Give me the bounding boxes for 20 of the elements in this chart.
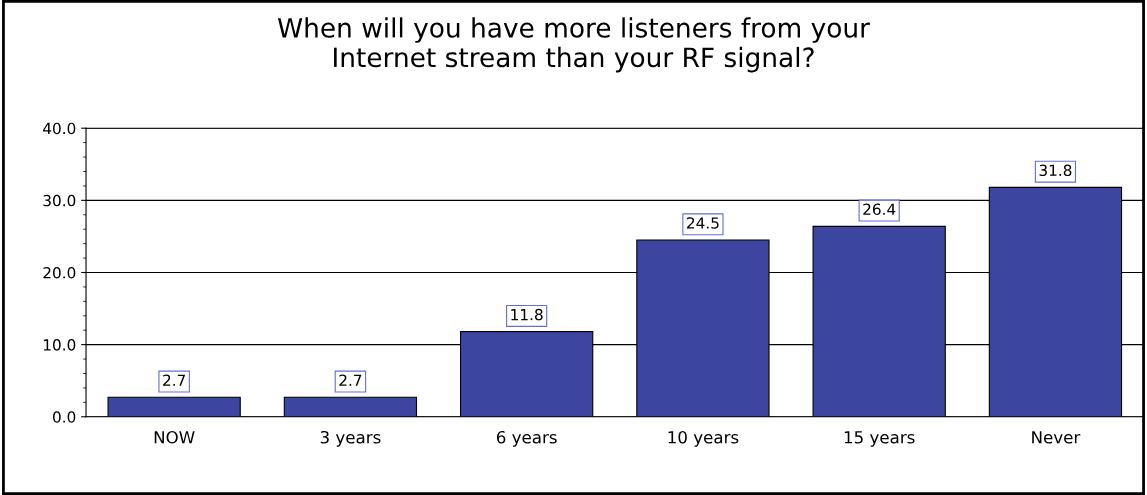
x-tick-label: Never [1032,431,1081,444]
x-tick-label: NOW [154,430,195,444]
data-label: 2.7 [163,374,185,386]
x-tick-label: 6 years [496,430,557,447]
y-tick-label: 10.0 [43,339,76,351]
data-label: 11.8 [511,308,543,321]
y-tick-label: 0.0 [53,411,76,423]
data-label: 26.4 [863,203,896,216]
chart-title: When will you have more listeners from your Internet stream than your RF signal? [277,17,870,73]
bar [107,396,241,417]
bar [283,396,418,417]
y-tick-label: 20.0 [43,266,76,279]
x-tick-label: 15 years [844,431,915,447]
data-label: 31.8 [1039,164,1072,177]
data-label: 24.5 [687,217,719,229]
y-tick-label: 40.0 [43,122,76,135]
y-tick-label: 30.0 [43,194,76,207]
x-tick-label: 10 years [668,430,739,447]
x-tick-label: 3 years [320,430,381,447]
data-label: 2.7 [339,374,362,386]
